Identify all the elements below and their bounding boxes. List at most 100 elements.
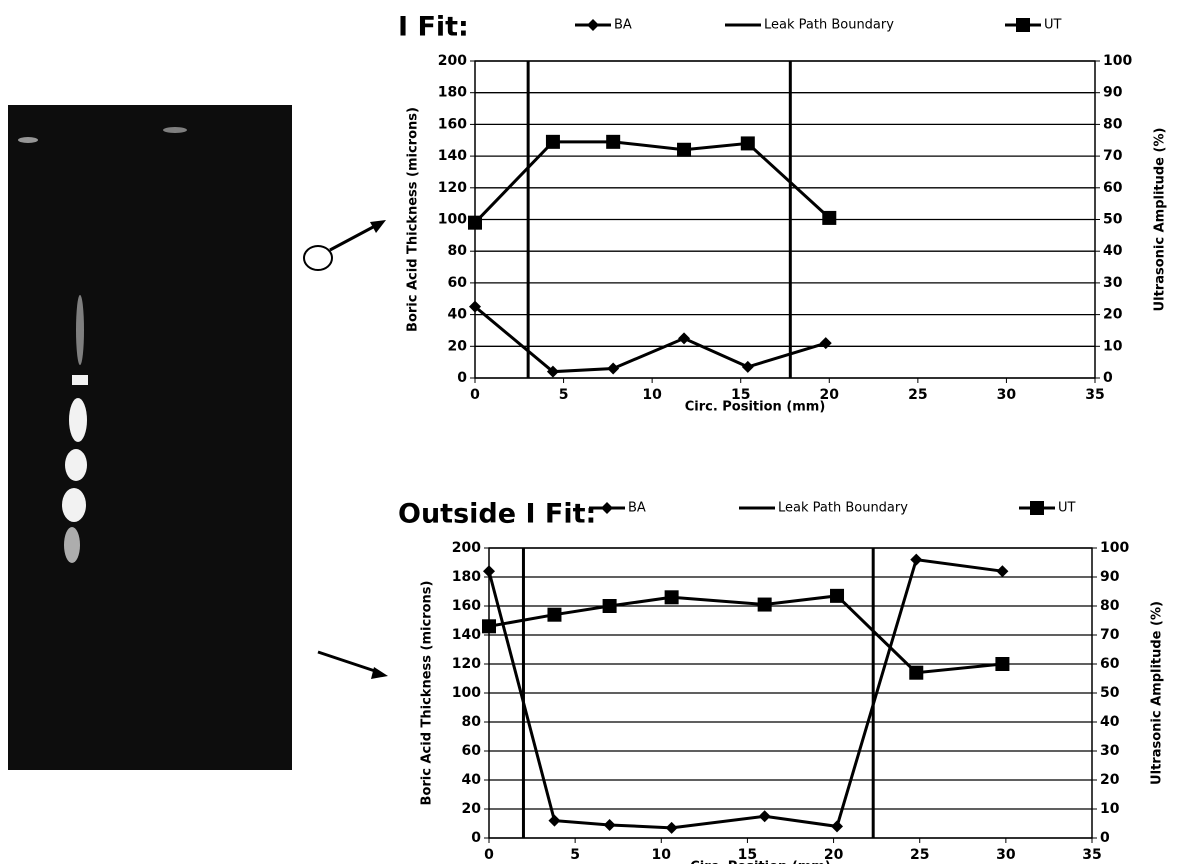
legend-label: UT [1058,501,1076,516]
y2-tick-label: 60 [1100,656,1120,672]
y-tick-label: 60 [462,743,482,759]
legend-label: BA [628,501,646,516]
y-tick-label: 20 [448,338,468,354]
marker-diamond [996,565,1009,578]
arrow-head [371,667,388,679]
y-tick-label: 0 [457,370,467,386]
x-axis-label: Circ. Position (mm) [685,400,826,415]
series-line [473,140,831,224]
y-tick-label: 160 [438,116,467,132]
y2-tick-label: 40 [1103,243,1123,259]
marker-diamond [548,814,561,827]
chart-title: Outside I Fit: [398,499,596,530]
x-tick-label: 20 [820,387,840,403]
marker-square [995,657,1010,671]
marker-square [547,607,562,622]
arrow-head [370,220,386,233]
marker-square [757,597,772,612]
y2-tick-label: 10 [1100,801,1120,817]
y2-tick-label: 70 [1103,148,1123,164]
marker-square [606,134,621,149]
marker-diamond [665,821,678,834]
marker-diamond [601,502,613,514]
y2-tick-label: 90 [1100,569,1120,585]
highlight-oval [303,245,333,271]
x-tick-label: 10 [642,387,662,403]
x-axis-label: Circ. Position (mm) [690,860,831,864]
y2-tick-label: 50 [1100,685,1120,701]
y-tick-label: 60 [448,275,468,291]
y-tick-label: 120 [438,180,467,196]
y-tick-label: 100 [452,685,481,701]
x-tick-label: 25 [910,847,929,863]
y-tick-label: 200 [452,540,481,556]
marker-square [468,215,482,230]
marker-square [822,210,837,225]
marker-diamond [607,362,620,375]
x-tick-label: 10 [652,847,672,863]
y-tick-label: 140 [438,148,467,164]
marker-square [677,142,692,157]
marker-diamond [587,19,599,31]
y2-tick-label: 0 [1100,830,1110,846]
plot-frame [488,547,1093,839]
y-tick-label: 100 [438,212,467,228]
y2-axis-label: Ultrasonic Amplitude (%) [1153,128,1168,312]
y-tick-label: 40 [462,772,482,788]
y2-axis-label: Ultrasonic Amplitude (%) [1150,601,1165,785]
marker-diamond [741,360,754,373]
x-tick-label: 5 [559,387,569,403]
x-tick-label: 15 [731,387,750,403]
marker-diamond [483,565,495,578]
marker-diamond [910,553,923,566]
y-axis-label: Boric Acid Thickness (microns) [406,107,421,332]
y2-tick-label: 100 [1103,53,1132,69]
chart-title: I Fit: [398,12,469,43]
x-tick-label: 5 [570,847,580,863]
marker-diamond [758,810,771,823]
marker-diamond [831,820,844,833]
marker-diamond [469,300,481,313]
y2-tick-label: 80 [1100,598,1120,614]
marker-square [602,599,617,613]
legend-label: Leak Path Boundary [764,18,894,33]
y-tick-label: 40 [448,307,468,323]
y-tick-label: 140 [452,627,481,643]
y2-tick-label: 30 [1103,275,1123,291]
y-tick-label: 0 [471,830,481,846]
photo [8,105,292,770]
y-tick-label: 80 [462,714,482,730]
y2-tick-label: 10 [1103,338,1123,354]
y2-tick-label: 30 [1100,743,1120,759]
marker-diamond [603,818,616,831]
y-tick-label: 160 [452,598,481,614]
marker-square [830,588,845,603]
marker-square [664,590,679,605]
marker-square [482,619,496,634]
x-tick-label: 35 [1085,387,1104,403]
y2-tick-label: 20 [1100,772,1120,788]
marker-square [545,134,560,149]
y-tick-label: 120 [452,656,481,672]
legend-label: UT [1044,18,1062,33]
series-line [487,557,1003,830]
y2-tick-label: 70 [1100,627,1120,643]
y-tick-label: 180 [438,85,467,101]
legend-label: Leak Path Boundary [778,501,908,516]
x-tick-label: 20 [824,847,844,863]
x-tick-label: 30 [996,847,1016,863]
y2-tick-label: 40 [1100,714,1120,730]
y2-tick-label: 20 [1103,307,1123,323]
marker-diamond [678,332,691,345]
x-tick-label: 25 [908,387,927,403]
y2-tick-label: 0 [1103,370,1113,386]
y-tick-label: 80 [448,243,468,259]
y-axis-label: Boric Acid Thickness (microns) [420,581,435,806]
x-tick-label: 0 [470,387,480,403]
series-line [488,594,1003,675]
marker-square [740,136,755,151]
series-line [474,305,827,374]
y2-tick-label: 50 [1103,212,1123,228]
